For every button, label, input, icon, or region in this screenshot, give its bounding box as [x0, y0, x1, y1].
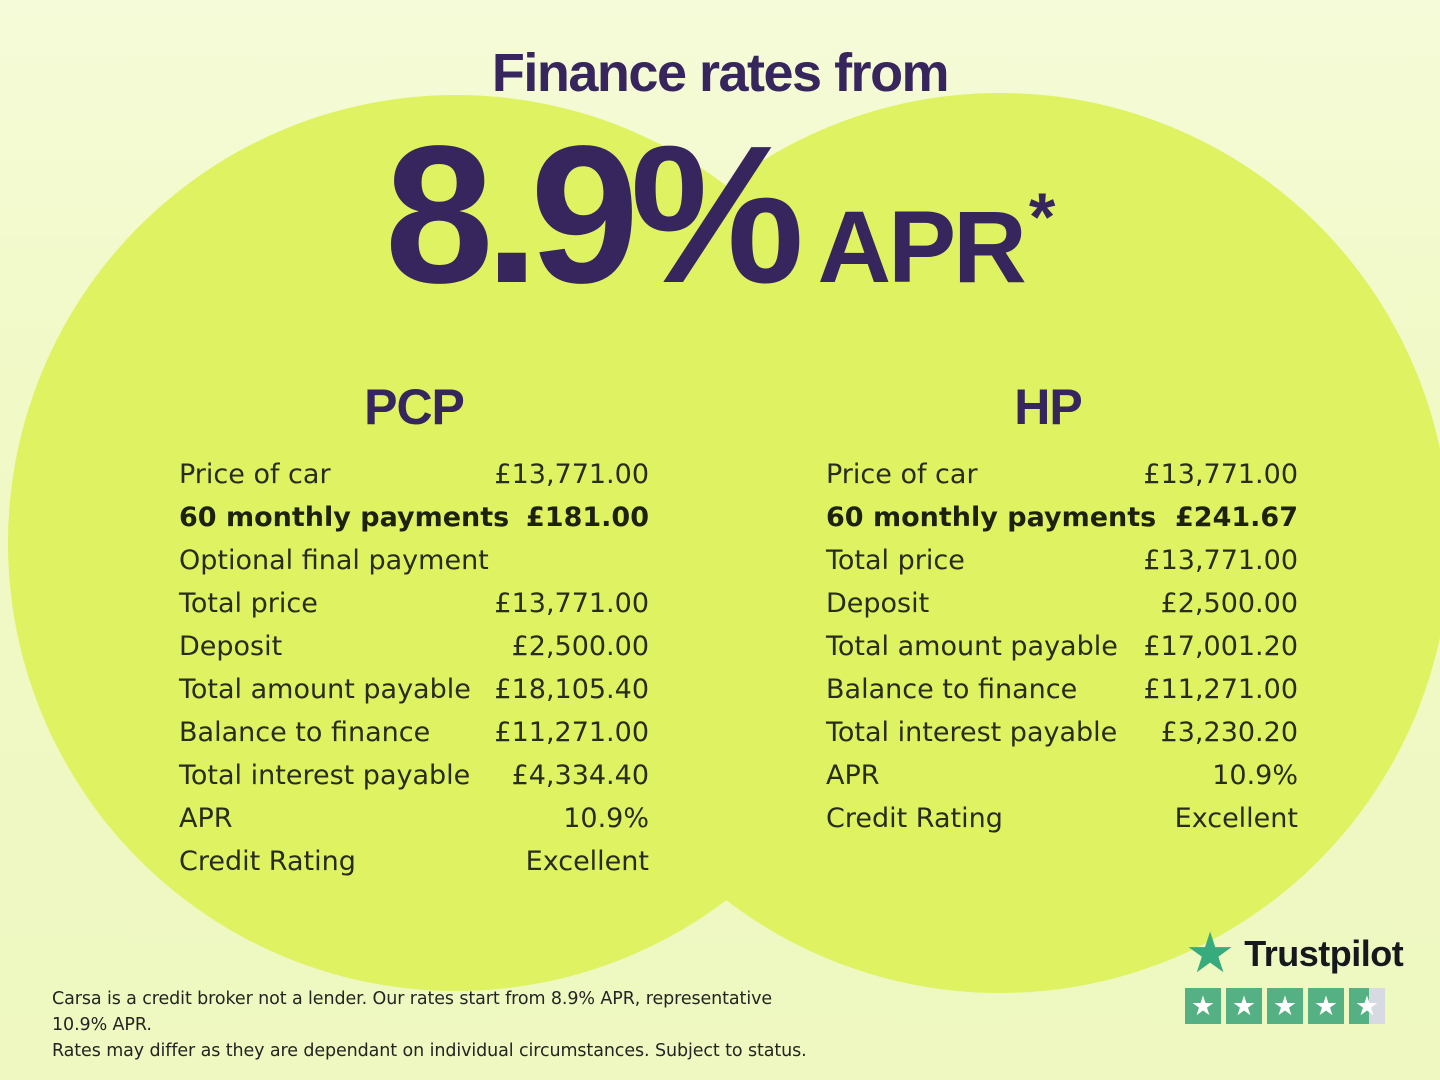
- row-label: Total amount payable: [179, 674, 471, 705]
- row-value: £13,771.00: [1143, 459, 1298, 490]
- headline-rate: 8.9% APR *: [0, 117, 1440, 313]
- table-row: APR 10.9%: [826, 754, 1298, 797]
- table-row: APR 10.9%: [179, 797, 649, 840]
- row-value: £241.67: [1175, 502, 1298, 533]
- row-value: Excellent: [525, 846, 649, 877]
- row-value: £13,771.00: [1143, 545, 1298, 576]
- row-label: Balance to finance: [826, 674, 1078, 705]
- rating-star-box: ★: [1185, 988, 1221, 1024]
- row-value: £11,271.00: [494, 717, 649, 748]
- row-label: Credit Rating: [179, 846, 356, 877]
- trustpilot-stars: ★ ★ ★ ★ ★: [1185, 988, 1403, 1024]
- table-row: 60 monthly payments £241.67: [826, 496, 1298, 539]
- row-value: Excellent: [1174, 803, 1298, 834]
- row-value: £11,271.00: [1143, 674, 1298, 705]
- row-label: Price of car: [826, 459, 978, 490]
- row-label: Total interest payable: [179, 760, 471, 791]
- rating-star-fill: [1308, 988, 1344, 1024]
- table-row: Total interest payable £3,230.20: [826, 711, 1298, 754]
- row-value: £3,230.20: [1160, 717, 1298, 748]
- rating-star-fill: [1349, 988, 1369, 1024]
- table-row: 60 monthly payments £181.00: [179, 496, 649, 539]
- hp-column-title: HP: [1014, 379, 1082, 435]
- rating-star-box: ★: [1226, 988, 1262, 1024]
- row-value: £13,771.00: [494, 459, 649, 490]
- row-label: Total price: [179, 588, 318, 619]
- row-value: £181.00: [526, 502, 649, 533]
- rating-star-box: ★: [1308, 988, 1344, 1024]
- row-label: 60 monthly payments: [826, 502, 1157, 533]
- table-row: Credit Rating Excellent: [826, 797, 1298, 840]
- table-row: Optional final payment: [179, 539, 649, 582]
- row-label: Total price: [826, 545, 965, 576]
- row-value: 10.9%: [563, 803, 649, 834]
- rating-star-box: ★: [1267, 988, 1303, 1024]
- rate-suffix: APR: [817, 190, 1026, 304]
- pcp-column-title: PCP: [364, 379, 465, 435]
- trustpilot-brand-name: Trustpilot: [1244, 933, 1404, 974]
- trustpilot-logo: ★ Trustpilot: [1185, 921, 1404, 986]
- row-value: £18,105.40: [494, 674, 649, 705]
- row-label: Deposit: [179, 631, 283, 662]
- trustpilot-star-icon: ★: [1185, 921, 1236, 986]
- rating-star-fill: [1185, 988, 1221, 1024]
- table-row: Deposit £2,500.00: [826, 582, 1298, 625]
- row-value: £4,334.40: [511, 760, 649, 791]
- row-label: Price of car: [179, 459, 331, 490]
- row-label: APR: [826, 760, 880, 791]
- table-row: Balance to finance £11,271.00: [826, 668, 1298, 711]
- rating-star-icon: ★: [1231, 990, 1257, 1022]
- disclaimer-line-1: Carsa is a credit broker not a lender. O…: [52, 989, 773, 1035]
- row-label: Deposit: [826, 588, 930, 619]
- table-row: Balance to finance £11,271.00: [179, 711, 649, 754]
- table-row: Total interest payable £4,334.40: [179, 754, 649, 797]
- rating-star-icon: ★: [1313, 990, 1339, 1022]
- row-value: £2,500.00: [511, 631, 649, 662]
- table-row: Total amount payable £17,001.20: [826, 625, 1298, 668]
- disclaimer-line-2: Rates may differ as they are dependant o…: [52, 1041, 807, 1061]
- table-row: Total price £13,771.00: [826, 539, 1298, 582]
- row-label: Total interest payable: [826, 717, 1118, 748]
- table-row: Deposit £2,500.00: [179, 625, 649, 668]
- banner-title: Finance rates from: [491, 43, 950, 103]
- hp-finance-table: Price of car £13,771.00 60 monthly payment…: [826, 453, 1298, 840]
- rating-star-fill: [1226, 988, 1262, 1024]
- row-label: Optional final payment: [179, 545, 489, 576]
- table-row: Total price £13,771.00: [179, 582, 649, 625]
- row-value: £2,500.00: [1160, 588, 1298, 619]
- rating-star-icon: ★: [1354, 990, 1380, 1022]
- row-label: 60 monthly payments: [179, 502, 510, 533]
- rating-star-fill: [1267, 988, 1303, 1024]
- legal-disclaimer: Carsa is a credit broker not a lender. O…: [52, 986, 812, 1064]
- row-label: Balance to finance: [179, 717, 431, 748]
- table-row: Total amount payable £18,105.40: [179, 668, 649, 711]
- rate-value: 8.9%: [384, 105, 805, 324]
- row-label: Total amount payable: [826, 631, 1118, 662]
- rating-star-icon: ★: [1272, 990, 1298, 1022]
- row-value: 10.9%: [1212, 760, 1298, 791]
- trustpilot-widget: ★ Trustpilot ★ ★ ★ ★ ★: [1185, 921, 1404, 1024]
- rating-star-icon: ★: [1190, 990, 1216, 1022]
- rating-star-box: ★: [1349, 988, 1385, 1024]
- row-label: Credit Rating: [826, 803, 1003, 834]
- lime-circle-right: [550, 93, 1440, 993]
- table-row: Price of car £13,771.00: [826, 453, 1298, 496]
- pcp-finance-table: Price of car £13,771.00 60 monthly payment…: [179, 453, 649, 883]
- table-row: Credit Rating Excellent: [179, 840, 649, 883]
- row-value: £17,001.20: [1143, 631, 1298, 662]
- table-row: Price of car £13,771.00: [179, 453, 649, 496]
- rate-asterisk: *: [1028, 179, 1056, 255]
- row-label: APR: [179, 803, 233, 834]
- row-value: £13,771.00: [494, 588, 649, 619]
